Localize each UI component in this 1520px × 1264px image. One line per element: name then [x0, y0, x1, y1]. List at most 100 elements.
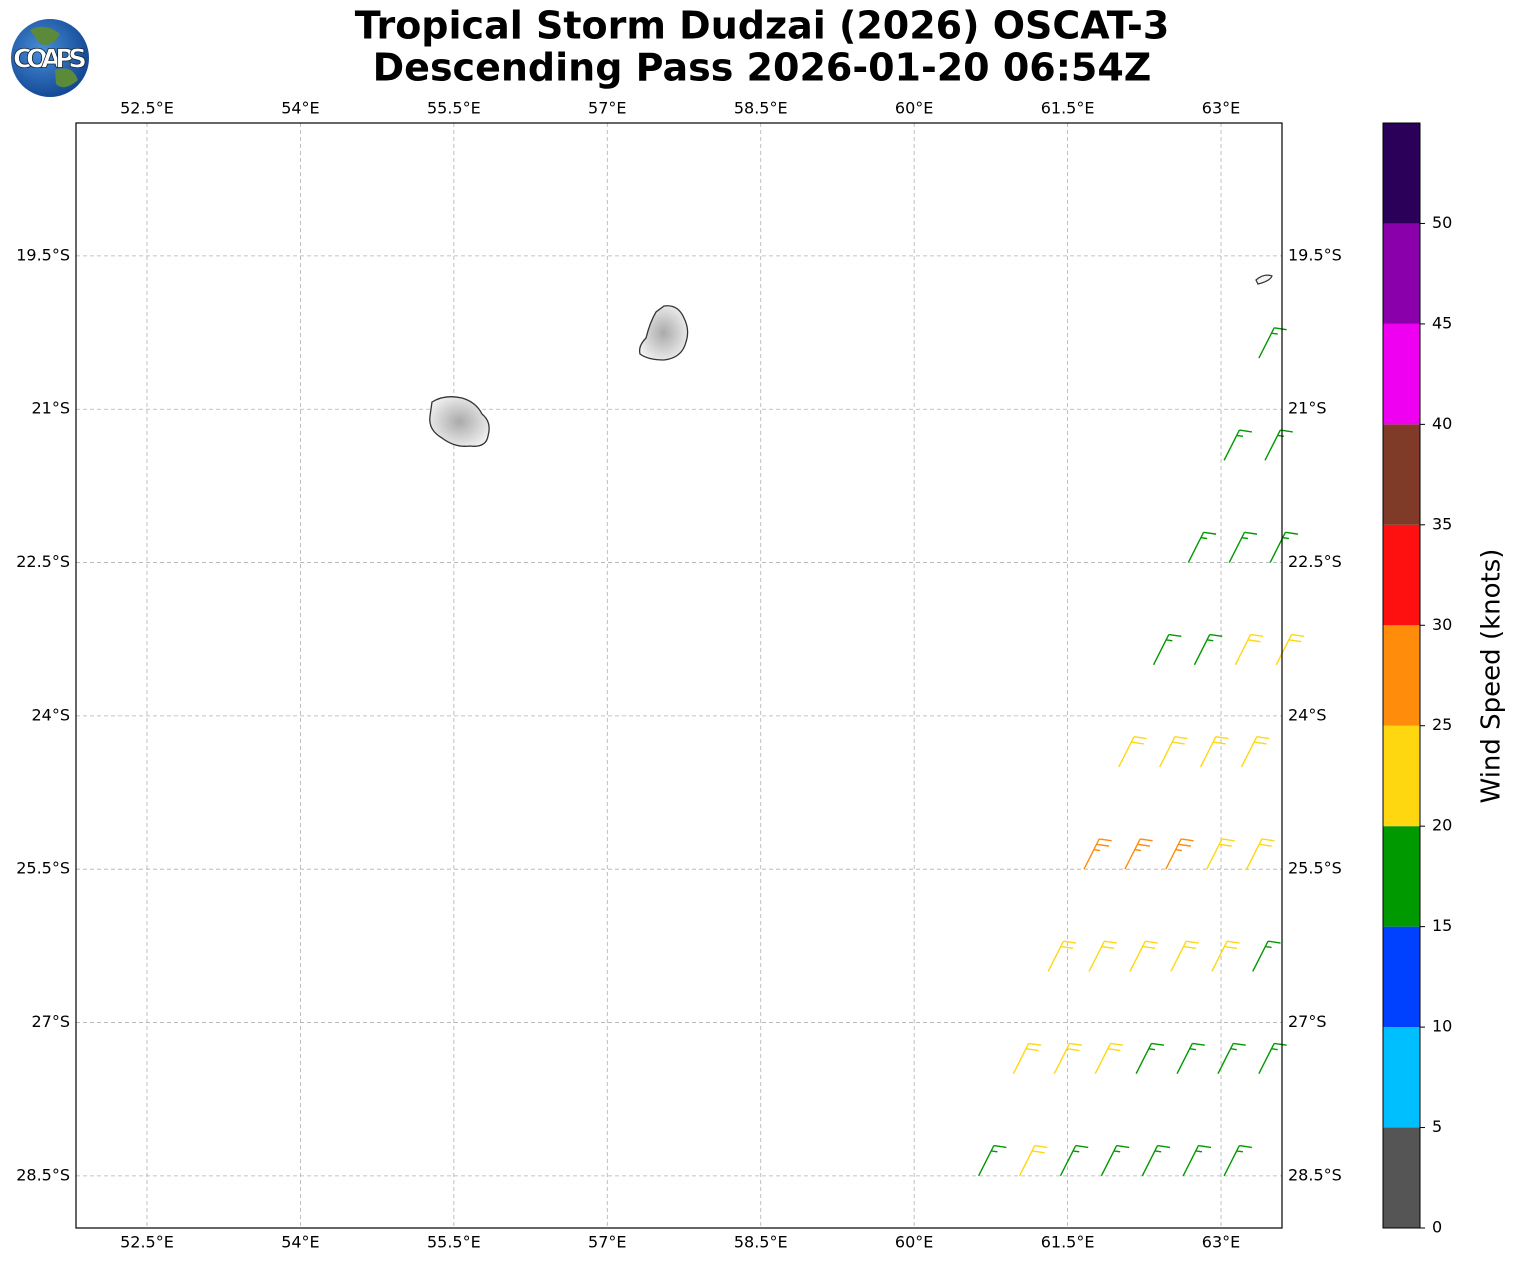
wind-barb [1211, 940, 1240, 972]
y-tick-label: 27°S [1288, 1012, 1327, 1031]
wind-barb [1264, 429, 1293, 461]
islands [429, 274, 1273, 447]
map-frame [75, 122, 1283, 1229]
colorbar-tick-label: 10 [1432, 1017, 1452, 1036]
wind-barb [1159, 736, 1188, 768]
wind-barb [1217, 1042, 1246, 1074]
x-tick-label: 58.5°E [734, 1233, 788, 1252]
wind-barb [1100, 1144, 1130, 1177]
wind-barb [1088, 940, 1117, 972]
wind-barb [1176, 1042, 1205, 1074]
colorbar-segment [1383, 223, 1420, 324]
wind-barb [1234, 633, 1264, 666]
wind-barb [1053, 1042, 1083, 1074]
wind-barb [1083, 838, 1112, 870]
wind-barb [977, 1144, 1007, 1177]
wind-barb [1245, 838, 1275, 870]
x-tick-label: 63°E [1202, 1233, 1240, 1252]
wind-barb [1223, 429, 1252, 461]
x-tick-label: 55.5°E [427, 1233, 481, 1252]
wind-barb [1129, 940, 1158, 972]
colorbar-tick-label: 35 [1432, 514, 1452, 533]
x-tick-label: 57°E [588, 1233, 626, 1252]
colorbar: 0 5 10 15 20 25 30 35 40 45 50 [1382, 122, 1452, 1237]
island-reunion [429, 396, 490, 447]
y-tick-label: 28.5°S [16, 1165, 70, 1184]
colorbar-segment [1383, 826, 1420, 927]
wind-barb [1223, 1144, 1252, 1177]
x-tick-label: 60°E [895, 1233, 933, 1252]
wind-barb [1141, 1144, 1171, 1177]
y-tick-label: 19.5°S [1288, 245, 1342, 264]
wind-barb [1165, 838, 1194, 870]
wind-barb [1170, 940, 1199, 972]
wind-barb [1135, 1042, 1165, 1074]
y-tick-label: 22.5°S [1288, 552, 1342, 571]
y-tick-label: 25.5°S [1288, 859, 1342, 878]
colorbar-segment [1383, 323, 1420, 425]
x-tick-label: 54°E [281, 1233, 319, 1252]
wind-barb [1012, 1042, 1042, 1074]
colorbar-tick-label: 5 [1432, 1117, 1442, 1136]
x-tick-label: 60°E [895, 99, 933, 118]
y-tick-label: 21°S [1288, 399, 1327, 418]
colorbar-segment [1383, 424, 1420, 525]
wind-barb [1258, 327, 1287, 359]
x-tick-label: 61.5°E [1041, 99, 1095, 118]
colorbar-segment [1383, 123, 1420, 224]
wind-barb [1094, 1042, 1124, 1074]
colorbar-segment [1383, 725, 1420, 827]
island-mauritius [638, 305, 689, 361]
wind-barb [1252, 940, 1281, 972]
x-tick-label: 55.5°E [427, 99, 481, 118]
wind-barb [1059, 1144, 1089, 1177]
x-tick-label: 63°E [1202, 99, 1240, 118]
colorbar-frame [1382, 122, 1421, 1229]
colorbar-tick-label: 0 [1432, 1218, 1442, 1237]
wind-barb [1199, 736, 1229, 768]
subtitle: Descending Pass 2026-01-20 06:54Z [373, 46, 1152, 90]
colorbar-segment [1383, 1027, 1420, 1128]
colorbar-tick-label: 50 [1432, 213, 1452, 232]
wind-barb [1258, 1042, 1287, 1074]
colorbar-tick-label: 20 [1432, 816, 1452, 835]
x-tick-label: 52.5°E [120, 99, 174, 118]
y-tick-label: 27°S [31, 1012, 70, 1031]
y-tick-label: 24°S [1288, 705, 1327, 724]
x-tick-label: 54°E [281, 99, 319, 118]
island-rodrigues [1255, 274, 1273, 285]
y-tick-label: 28.5°S [1288, 1165, 1342, 1184]
wind-barb [1240, 736, 1270, 768]
wind-barb [1018, 1144, 1048, 1177]
y-tick-label: 22.5°S [16, 552, 70, 571]
x-tick-label: 52.5°E [120, 1233, 174, 1252]
logo-text: COAPS [13, 45, 87, 75]
wind-barb [1206, 838, 1235, 870]
logo-land [30, 26, 78, 88]
wind-barb [1275, 633, 1305, 666]
colorbar-tick-label: 30 [1432, 615, 1452, 634]
map: 52.5°E 52.5°E 54°E 54°E 55.5°E 55.5°E 57°E 57°E… [16, 99, 1342, 1252]
x-tick-label: 58.5°E [734, 99, 788, 118]
y-tick-label: 24°S [31, 705, 70, 724]
wind-barb [1228, 531, 1258, 563]
wind-barb [1187, 531, 1217, 563]
wind-barb [1118, 736, 1147, 768]
colorbar-segment [1383, 1127, 1420, 1228]
logo: COAPS [11, 19, 89, 97]
colorbar-segment [1383, 524, 1420, 626]
colorbar-segment [1383, 625, 1420, 726]
x-tick-label: 57°E [588, 99, 626, 118]
y-tick-label: 25.5°S [16, 859, 70, 878]
colorbar-segment [1383, 926, 1420, 1028]
colorbar-tick-label: 40 [1432, 414, 1452, 433]
colorbar-label: Wind Speed (knots) [1477, 549, 1507, 804]
colorbar-tick-label: 45 [1432, 313, 1452, 332]
y-tick-label: 19.5°S [16, 245, 70, 264]
title: Tropical Storm Dudzai (2026) OSCAT-3 [355, 4, 1170, 48]
wind-barb [1182, 1144, 1212, 1177]
wind-barb [1124, 838, 1153, 870]
wind-barb [1269, 531, 1299, 563]
y-tick-label: 21°S [31, 399, 70, 418]
